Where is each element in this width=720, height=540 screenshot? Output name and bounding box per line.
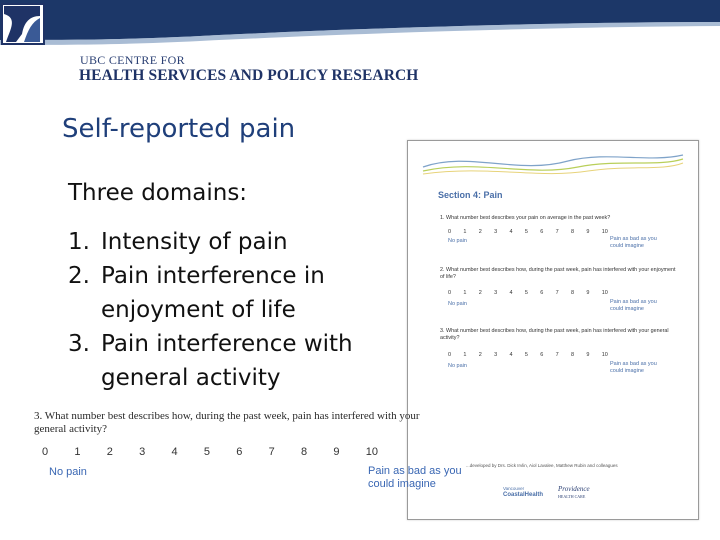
zoomed-scale: 0 1 2 3 4 5 6 7 8 9 10 [42,446,378,458]
zoomed-high-anchor: Pain as bad as you could imagine [368,465,462,490]
logo-text: HEALTH CARE [558,494,586,499]
scale-value: 5 [524,229,528,235]
high-anchor: Pain as bad as you could imagine [610,236,657,249]
scale-value: 6 [236,446,243,458]
scale-value: 9 [586,352,590,358]
form-wave-decoration [422,154,684,175]
list-item-text: Pain interference with general activity [101,331,353,391]
form-section-title: Section 4: Pain [438,190,503,200]
form-question: 3. What number best describes how, durin… [440,328,669,341]
form-scale: 0 1 2 3 4 5 6 7 8 9 10 [448,229,608,235]
scale-value: 3 [494,229,498,235]
scale-value: 0 [42,446,49,458]
list-item-number: 1. [68,229,90,255]
vancouver-coastal-health-logo: Vancouver CoastalHealth [503,485,543,499]
logo-text: Providence [558,485,590,493]
scale-value: 3 [494,290,498,296]
form-question: 2. What number best describes how, durin… [440,267,676,280]
questionnaire-form-image: Section 4: Pain 1. What number best desc… [407,140,699,520]
list-item-number: 3. [68,331,90,357]
scale-value: 0 [448,229,452,235]
scale-value: 10 [601,229,608,235]
logo-text: CoastalHealth [503,492,544,498]
low-anchor: No pain [448,363,467,369]
slide-header: UBC CENTRE FOR HEALTH SERVICES AND POLIC… [0,0,720,100]
scale-value: 4 [509,352,513,358]
org-name-line1: UBC CENTRE FOR [80,53,185,67]
scale-value: 2 [478,352,482,358]
scale-value: 2 [478,290,482,296]
org-name-line2: HEALTH SERVICES AND POLICY RESEARCH [79,67,419,84]
scale-value: 6 [540,290,544,296]
low-anchor: No pain [448,301,467,307]
scale-value: 8 [571,352,575,358]
form-credit: ...developed by Drs. Dick Irvlin, Aiol L… [466,463,618,468]
scale-value: 4 [509,229,513,235]
list-item-text: Pain interference in enjoyment of life [101,263,325,323]
high-anchor: Pain as bad as you could imagine [610,361,657,374]
scale-value: 4 [171,446,178,458]
header-band-graphic [0,0,720,45]
scale-value: 0 [448,352,452,358]
scale-value: 9 [333,446,340,458]
scale-value: 7 [555,290,559,296]
scale-value: 7 [268,446,275,458]
ubc-chse-logo-icon [1,3,45,45]
slide-title: Self-reported pain [62,114,296,144]
form-scale: 0 1 2 3 4 5 6 7 8 9 10 [448,352,608,358]
scale-value: 6 [540,352,544,358]
providence-health-care-logo: Providence HEALTH CARE [558,485,590,501]
domain-list: 1. Intensity of pain 2. Pain interferenc… [68,225,401,395]
scale-value: 8 [571,229,575,235]
zoomed-question: 3. What number best describes how, durin… [34,410,420,435]
scale-value: 10 [365,446,378,458]
domains-heading: Three domains: [68,180,248,206]
scale-value: 6 [540,229,544,235]
scale-value: 7 [555,229,559,235]
scale-value: 2 [106,446,113,458]
scale-value: 5 [203,446,210,458]
high-anchor: Pain as bad as you could imagine [610,299,657,312]
scale-value: 1 [74,446,81,458]
scale-value: 1 [463,290,467,296]
zoomed-low-anchor: No pain [49,466,87,478]
scale-value: 5 [524,352,528,358]
scale-value: 10 [601,352,608,358]
list-item: 1. Intensity of pain [68,225,401,259]
scale-value: 1 [463,229,467,235]
scale-value: 10 [601,290,608,296]
scale-value: 9 [586,290,590,296]
scale-value: 0 [448,290,452,296]
list-item: 2. Pain interference in enjoyment of lif… [68,259,401,327]
scale-value: 9 [586,229,590,235]
low-anchor: No pain [448,238,467,244]
form-question: 1. What number best describes your pain … [440,215,611,221]
scale-value: 4 [509,290,513,296]
form-scale: 0 1 2 3 4 5 6 7 8 9 10 [448,290,608,296]
scale-value: 8 [571,290,575,296]
list-item-number: 2. [68,263,90,289]
logo-text: Vancouver [503,486,525,491]
scale-value: 2 [478,229,482,235]
scale-value: 8 [301,446,308,458]
scale-value: 7 [555,352,559,358]
scale-value: 3 [494,352,498,358]
scale-value: 5 [524,290,528,296]
scale-value: 1 [463,352,467,358]
list-item: 3. Pain interference with general activi… [68,327,401,395]
scale-value: 3 [139,446,146,458]
list-item-text: Intensity of pain [101,229,288,255]
